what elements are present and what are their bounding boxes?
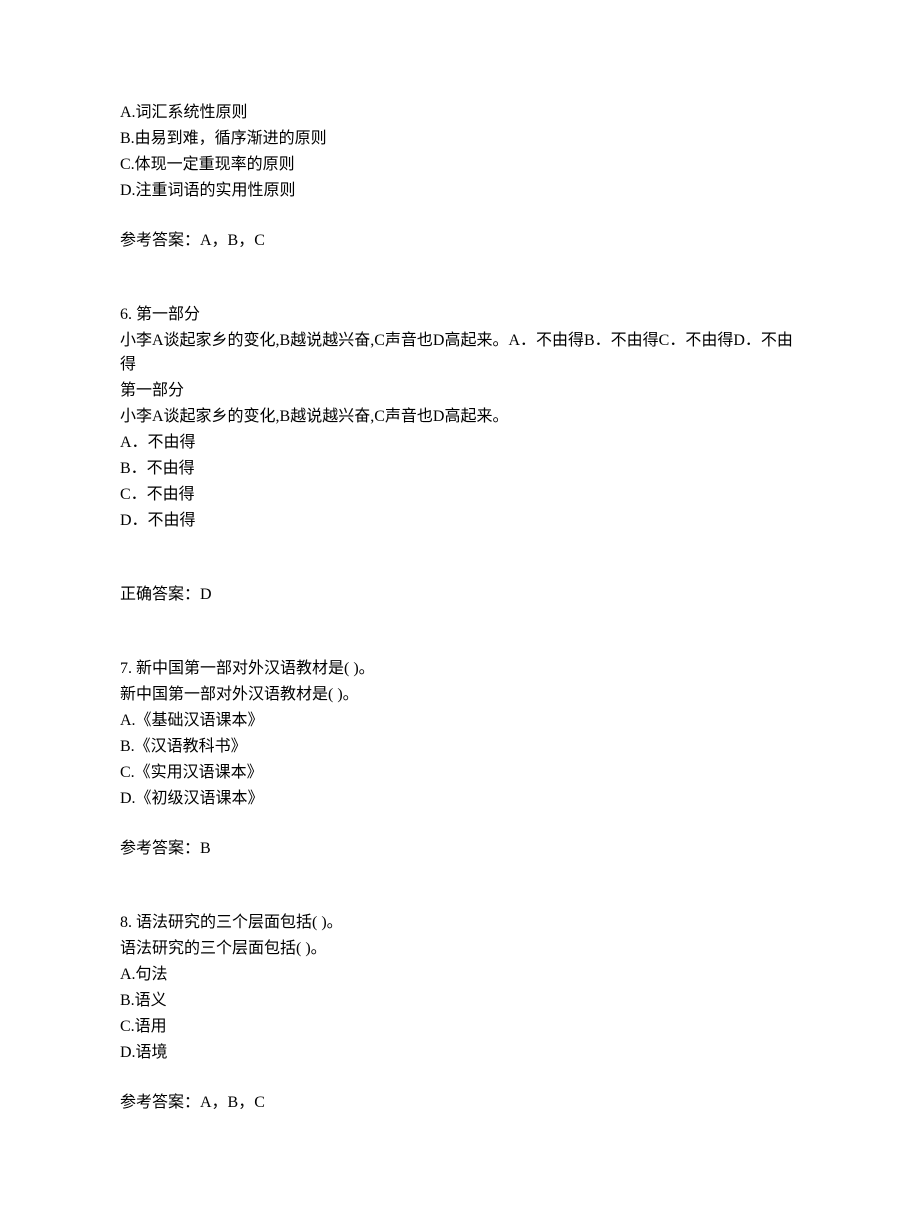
- spacer: [120, 1066, 800, 1090]
- q6-option-a: A．不由得: [120, 430, 800, 456]
- q7-answer: 参考答案：B: [120, 836, 800, 862]
- q5-answer: 参考答案：A，B，C: [120, 228, 800, 254]
- q6-stem2: 小李A谈起家乡的变化,B越说越兴奋,C声音也D高起来。: [120, 404, 800, 430]
- q8-stem-repeat: 语法研究的三个层面包括( )。: [120, 936, 800, 962]
- q6-answer: 正确答案：D: [120, 582, 800, 608]
- spacer: [120, 812, 800, 836]
- spacer: [120, 862, 800, 910]
- q5-option-c: C.体现一定重现率的原则: [120, 152, 800, 178]
- spacer: [120, 254, 800, 302]
- q6-number: 6. 第一部分: [120, 302, 800, 328]
- q7-option-b: B.《汉语教科书》: [120, 734, 800, 760]
- spacer: [120, 204, 800, 228]
- document-page: A.词汇系统性原则 B.由易到难，循序渐进的原则 C.体现一定重现率的原则 D.…: [0, 0, 920, 1206]
- q5-option-d: D.注重词语的实用性原则: [120, 178, 800, 204]
- spacer: [120, 534, 800, 582]
- q5-option-a: A.词汇系统性原则: [120, 100, 800, 126]
- q8-option-a: A.句法: [120, 962, 800, 988]
- q7-option-c: C.《实用汉语课本》: [120, 760, 800, 786]
- q7-option-d: D.《初级汉语课本》: [120, 786, 800, 812]
- q5-option-b: B.由易到难，循序渐进的原则: [120, 126, 800, 152]
- q7-number: 7. 新中国第一部对外汉语教材是( )。: [120, 656, 800, 682]
- q8-option-d: D.语境: [120, 1040, 800, 1066]
- q6-option-d: D．不由得: [120, 508, 800, 534]
- q8-answer: 参考答案：A，B，C: [120, 1090, 800, 1116]
- q7-option-a: A.《基础汉语课本》: [120, 708, 800, 734]
- q8-option-c: C.语用: [120, 1014, 800, 1040]
- q6-stem1: 小李A谈起家乡的变化,B越说越兴奋,C声音也D高起来。A．不由得B．不由得C．不…: [120, 328, 800, 378]
- q8-number: 8. 语法研究的三个层面包括( )。: [120, 910, 800, 936]
- spacer: [120, 608, 800, 656]
- q7-stem-repeat: 新中国第一部对外汉语教材是( )。: [120, 682, 800, 708]
- q6-option-b: B．不由得: [120, 456, 800, 482]
- q6-option-c: C．不由得: [120, 482, 800, 508]
- q6-repeat-header: 第一部分: [120, 378, 800, 404]
- q8-option-b: B.语义: [120, 988, 800, 1014]
